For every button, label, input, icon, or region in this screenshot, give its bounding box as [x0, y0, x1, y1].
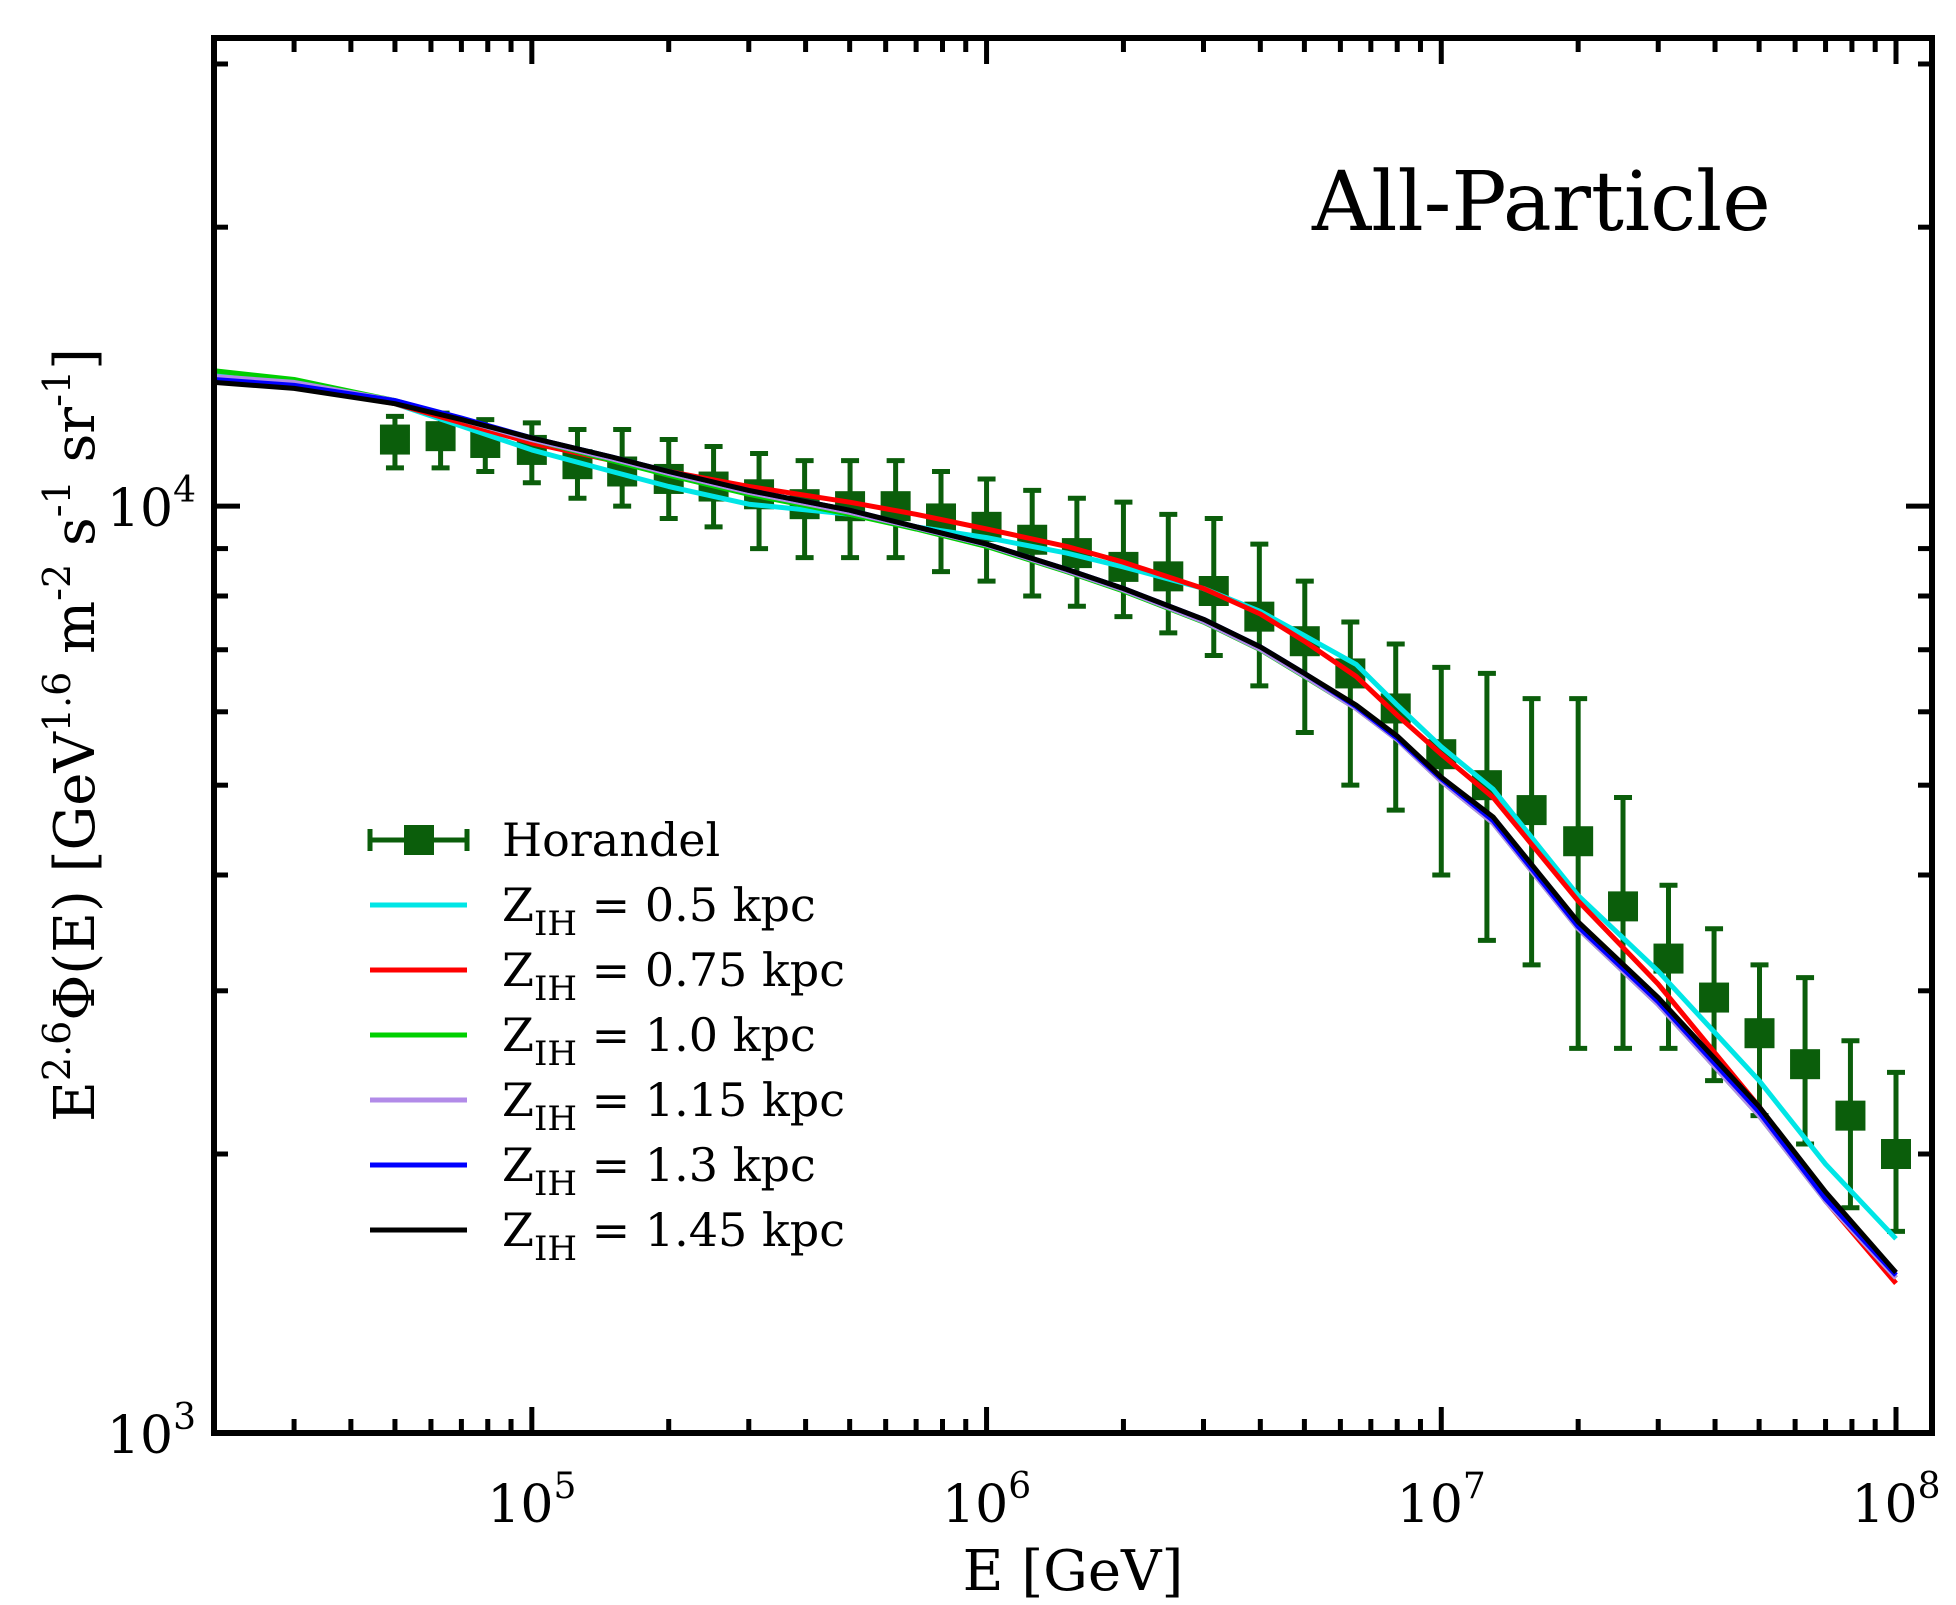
- legend-item: ZIH = 1.45 kpc: [370, 1203, 845, 1269]
- plot-frame: [211, 35, 1935, 1436]
- series-line-6: [214, 379, 1898, 1275]
- legend-label: ZIH = 1.15 kpc: [502, 1073, 845, 1139]
- data-point: [1380, 693, 1411, 724]
- data-point: [1563, 826, 1594, 857]
- legend-item: ZIH = 1.15 kpc: [370, 1073, 845, 1139]
- legend-item: ZIH = 1.0 kpc: [370, 1008, 816, 1074]
- legend-item: ZIH = 0.5 kpc: [370, 878, 816, 944]
- series-line-1: [214, 371, 1898, 1241]
- legend-marker: [404, 825, 434, 855]
- data-point: [1744, 1018, 1775, 1049]
- series-layer: [214, 368, 1911, 1286]
- legend-item: Horandel: [367, 813, 720, 867]
- chart-title: All-Particle: [1311, 155, 1771, 250]
- x-axis-label: E [GeV]: [963, 1539, 1184, 1604]
- legend-item: ZIH = 0.75 kpc: [370, 943, 845, 1009]
- data-point: [1880, 1139, 1911, 1169]
- x-tick-label: 105: [487, 1466, 576, 1535]
- x-tick-label: 107: [1397, 1466, 1486, 1535]
- y-axis-label: E2.6Φ(E) [GeV1.6 m-2 s-1 sr-1]: [35, 348, 108, 1122]
- data-point: [880, 491, 911, 522]
- legend-label: ZIH = 0.5 kpc: [502, 878, 816, 944]
- data-point: [1699, 982, 1730, 1013]
- tick-labels: 105 106 107 108 103 104: [107, 470, 1941, 1535]
- data-point: [1790, 1049, 1821, 1080]
- data-point: [1608, 891, 1639, 922]
- data-point: [379, 424, 410, 455]
- y-tick-label: 104: [107, 470, 196, 539]
- legend-label: ZIH = 1.45 kpc: [502, 1203, 845, 1269]
- legend-label: ZIH = 0.75 kpc: [502, 943, 845, 1009]
- data-point: [1516, 795, 1547, 826]
- y-tick-label: 103: [107, 1397, 196, 1466]
- data-point: [425, 421, 456, 452]
- x-tick-label: 108: [1851, 1466, 1940, 1535]
- legend-item: ZIH = 1.3 kpc: [370, 1138, 816, 1204]
- legend-label: ZIH = 1.3 kpc: [502, 1138, 816, 1204]
- x-tick-label: 106: [942, 1466, 1031, 1535]
- legend-label: ZIH = 1.0 kpc: [502, 1008, 816, 1074]
- series-line-2: [214, 374, 1898, 1286]
- data-point: [1835, 1100, 1866, 1131]
- legend-label: Horandel: [502, 813, 720, 867]
